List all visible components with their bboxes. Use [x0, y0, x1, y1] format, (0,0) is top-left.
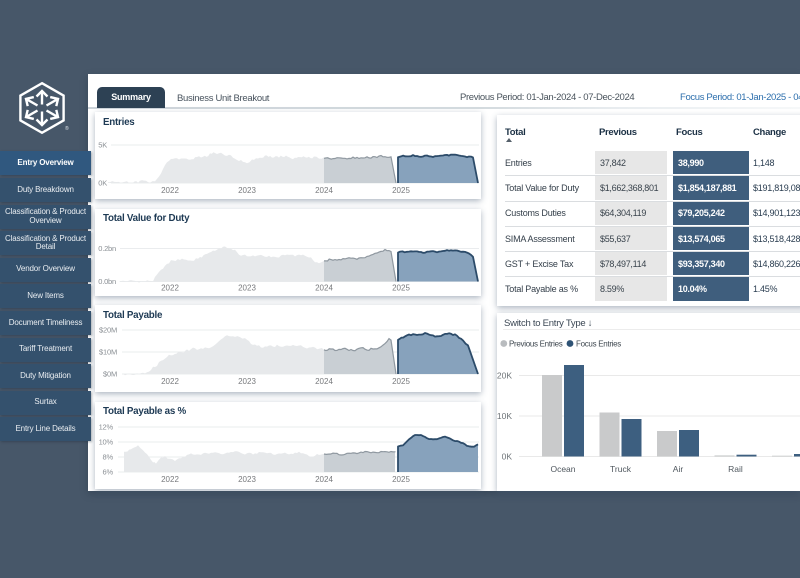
svg-text:Focus Entries: Focus Entries	[576, 340, 621, 349]
svg-text:12%: 12%	[99, 422, 114, 431]
svg-text:0.2bn: 0.2bn	[98, 244, 116, 253]
svg-text:Air: Air	[673, 464, 684, 474]
svg-text:Rail: Rail	[728, 464, 743, 474]
svg-text:2025: 2025	[392, 475, 410, 484]
svg-text:2025: 2025	[392, 283, 410, 292]
svg-text:Truck: Truck	[610, 464, 632, 474]
svg-text:2025: 2025	[392, 377, 410, 386]
svg-text:2022: 2022	[161, 377, 179, 386]
svg-text:2024: 2024	[315, 283, 333, 292]
svg-text:2023: 2023	[238, 475, 256, 484]
svg-text:2022: 2022	[161, 475, 179, 484]
svg-text:2023: 2023	[238, 186, 256, 195]
svg-text:2023: 2023	[238, 283, 256, 292]
svg-text:2024: 2024	[315, 186, 333, 195]
svg-text:2024: 2024	[315, 377, 333, 386]
svg-text:$10M: $10M	[99, 348, 117, 357]
svg-text:Previous Entries: Previous Entries	[509, 340, 563, 349]
svg-text:10K: 10K	[497, 411, 512, 421]
svg-text:10%: 10%	[99, 437, 114, 446]
svg-text:2022: 2022	[161, 186, 179, 195]
svg-text:$0M: $0M	[103, 370, 117, 379]
svg-text:5K: 5K	[98, 141, 107, 150]
svg-text:8%: 8%	[103, 452, 114, 461]
svg-text:$20M: $20M	[99, 326, 117, 335]
svg-text:Switch to Entry Type ↓: Switch to Entry Type ↓	[504, 318, 592, 329]
svg-text:2025: 2025	[392, 186, 410, 195]
svg-text:2023: 2023	[238, 377, 256, 386]
svg-text:20K: 20K	[497, 371, 512, 381]
svg-text:0.0bn: 0.0bn	[98, 277, 116, 286]
svg-text:2022: 2022	[161, 283, 179, 292]
svg-text:®: ®	[65, 125, 69, 132]
svg-text:6%: 6%	[103, 467, 114, 476]
svg-text:0K: 0K	[502, 452, 513, 462]
svg-text:2024: 2024	[315, 475, 333, 484]
svg-text:Ocean: Ocean	[550, 464, 575, 474]
svg-text:0K: 0K	[98, 179, 107, 188]
